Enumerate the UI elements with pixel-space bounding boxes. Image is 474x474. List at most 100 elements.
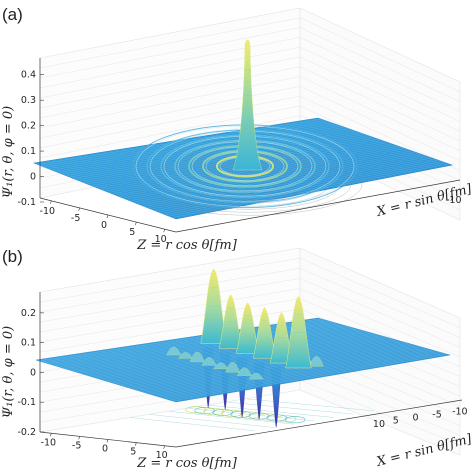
mesh-line xyxy=(144,154,422,207)
panel-a-z-label: Ψ₁(r, θ, φ = 0) xyxy=(1,106,16,198)
z-tick-label: -0.1 xyxy=(17,197,36,208)
mesh-line xyxy=(158,158,436,213)
mesh-line xyxy=(115,338,394,385)
gridline xyxy=(299,76,461,152)
gridline xyxy=(299,86,461,162)
x-tick-label: -10 xyxy=(40,206,56,217)
mesh-line xyxy=(99,334,379,380)
gridline xyxy=(39,56,301,109)
gridline xyxy=(39,37,301,89)
gridline xyxy=(39,268,301,313)
mesh-line xyxy=(156,349,433,397)
mesh-line xyxy=(121,340,400,386)
mesh-line xyxy=(128,342,406,388)
panel-a: -0.1 0 0.1 0.2 0.3 0.4 Ψ₁(r, θ, φ = 0) -10 -5 0… xyxy=(1,5,474,253)
mesh-line xyxy=(83,330,364,375)
z-tick-label: -0.1 xyxy=(17,397,36,408)
mesh-line xyxy=(169,353,445,401)
mesh-line xyxy=(109,337,388,383)
panel-a-z-ticks: -0.1 0 0.1 0.2 0.3 0.4 xyxy=(17,70,44,208)
mesh-line xyxy=(96,333,376,379)
z-tick-label: 0.1 xyxy=(21,338,36,349)
y-tick-label: 0 xyxy=(413,413,419,424)
mesh-line xyxy=(166,352,442,400)
mesh-line xyxy=(147,155,426,208)
mesh-line xyxy=(90,332,370,377)
y-tick-label: 5 xyxy=(393,416,399,427)
x-tick-label: 0 xyxy=(101,220,107,231)
panel-b-peaks xyxy=(200,268,312,369)
floor-contour-line xyxy=(130,417,255,432)
mesh-line xyxy=(151,156,429,210)
gridline xyxy=(39,278,301,323)
gridline xyxy=(299,37,461,112)
mesh-line xyxy=(55,322,337,366)
gridline xyxy=(299,17,461,93)
gridline xyxy=(39,66,301,119)
z-tick-label: 0 xyxy=(30,367,36,378)
panel-a-y-tick: -10 xyxy=(446,195,462,206)
gridline xyxy=(39,298,301,343)
z-tick-label: 0.4 xyxy=(21,70,36,81)
floor-contour-line xyxy=(208,404,334,418)
mesh-line xyxy=(80,329,361,374)
gridline xyxy=(39,46,301,99)
mesh-line xyxy=(140,345,418,392)
surface-bump xyxy=(309,356,324,367)
gridline xyxy=(299,288,461,358)
gridline xyxy=(299,56,461,132)
x-tick-mark xyxy=(135,221,137,226)
mesh-line xyxy=(144,346,421,393)
x-tick-mark xyxy=(163,229,165,233)
panel-a-x-ticks: -10 -5 0 5 10 xyxy=(40,200,167,245)
x-tick-mark xyxy=(78,207,80,212)
panel-b-y-ticks: -10 -5 0 5 10 xyxy=(373,406,468,430)
mesh-line xyxy=(37,119,322,165)
x-tick-label: 10 xyxy=(155,234,167,245)
mesh-line xyxy=(161,160,439,214)
mesh-line xyxy=(51,123,335,171)
x-tick-label: 10 xyxy=(156,450,168,461)
floor-contour-line xyxy=(149,414,275,428)
gridline xyxy=(39,105,301,159)
panel-a-label: (a) xyxy=(2,5,23,24)
x-tick-mark xyxy=(106,439,109,443)
mesh-line xyxy=(140,153,419,206)
mesh-line xyxy=(102,335,382,381)
panel-b: -0.2-0.100.10.2 Ψ₁(r, θ, φ = 0) -10 -5 0 5 1… xyxy=(1,247,474,471)
mesh-line xyxy=(131,343,409,389)
gridline xyxy=(39,76,301,129)
mesh-line xyxy=(150,348,427,395)
mesh-line xyxy=(118,339,397,385)
gridline xyxy=(299,46,461,122)
mesh-line xyxy=(93,332,373,378)
surface-bump xyxy=(248,372,264,380)
panel-b-z-label: Ψ₁(r, θ, φ = 0) xyxy=(1,326,16,418)
y-tick-label: 10 xyxy=(373,419,385,430)
x-tick-label: 5 xyxy=(129,227,135,238)
gridline xyxy=(299,66,461,142)
mesh-line xyxy=(58,126,342,173)
gridline xyxy=(299,278,461,348)
x-tick-label: -5 xyxy=(71,213,80,224)
mesh-line xyxy=(134,343,412,390)
x-tick-mark xyxy=(106,214,109,219)
gridline xyxy=(299,379,461,446)
floor-contour-line xyxy=(169,411,295,425)
x-tick-mark xyxy=(50,433,52,437)
x-tick-mark xyxy=(163,445,165,449)
mesh-line xyxy=(137,344,415,391)
mesh-line xyxy=(168,162,446,217)
x-tick-label: -5 xyxy=(72,440,81,451)
z-tick-label: 0.2 xyxy=(21,308,36,319)
z-tick-label: 0.1 xyxy=(21,146,36,157)
mesh-line xyxy=(125,341,403,387)
gridline xyxy=(39,257,301,303)
mesh-line xyxy=(74,327,355,372)
mesh-line xyxy=(112,338,391,384)
x-tick-label: 0 xyxy=(102,444,108,455)
panel-b-x-label: Z = r cos θ[fm] xyxy=(136,456,237,471)
mesh-line xyxy=(48,122,332,169)
floor-contour-line xyxy=(247,398,374,412)
